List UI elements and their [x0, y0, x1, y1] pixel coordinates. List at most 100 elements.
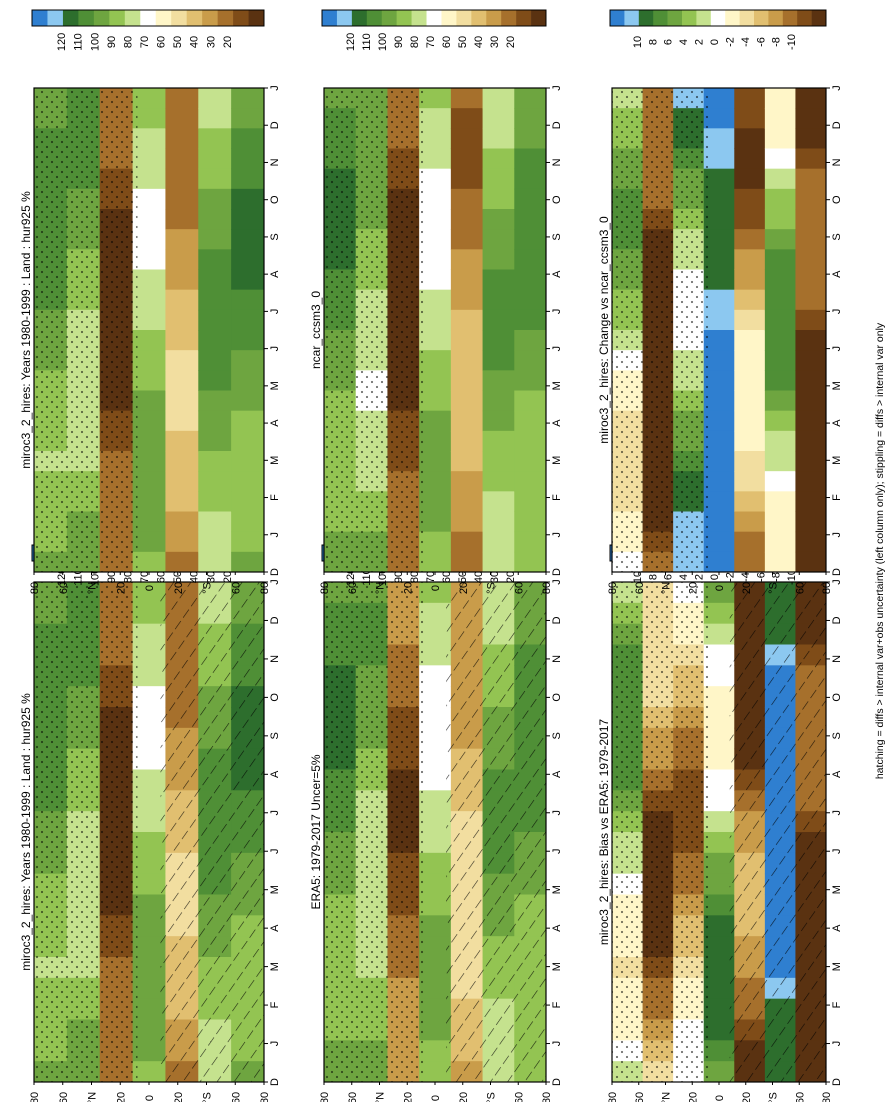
cell-5-5-6: [764, 209, 796, 230]
month-label-2-10: O: [551, 693, 563, 702]
cell-5-6-7: [795, 229, 827, 250]
colorbar-label-0-9: 30: [205, 571, 217, 583]
colorbar-label-4-8: -6: [755, 572, 767, 582]
cell-5-4-4: [734, 168, 766, 190]
colorbar-label-5-10: -10: [786, 34, 798, 50]
cell-3-3-9: [419, 269, 452, 291]
cell-1-6-8: [231, 249, 265, 270]
cell-5-6-14: [795, 370, 827, 391]
cell-5-4-18: [734, 451, 766, 472]
cell-3-4-5: [450, 188, 484, 210]
lat-label-3-3: 20: [402, 582, 414, 594]
cell-3-4-14: [450, 370, 484, 391]
lat-label-2-7: 60: [513, 1092, 525, 1102]
colorbar-label-5-2: 6: [663, 39, 675, 45]
cell-5-3-16: [703, 410, 735, 432]
cell-1-5-9: [198, 269, 232, 291]
month-label-5-10: O: [831, 195, 843, 204]
colorbar-swatch-5-11: [768, 10, 784, 26]
cell-3-4-12: [450, 330, 484, 351]
cell-1-3-5: [132, 188, 166, 210]
colorbar-label-1-1: 110: [73, 33, 85, 51]
stipple-3: [324, 88, 424, 572]
colorbar-swatch-3-1: [336, 10, 353, 26]
month-label-1-6: J: [269, 346, 281, 352]
cell-3-3-10: [419, 289, 452, 311]
cell-5-3-5: [703, 188, 735, 210]
cell-5-3-6: [703, 209, 735, 230]
month-label-3-3: M: [551, 456, 563, 465]
month-label-4-1: J: [831, 1041, 843, 1047]
cell-1-5-17: [198, 430, 232, 452]
lat-label-5-1: 60: [634, 582, 646, 594]
colorbar-label-5-1: 8: [647, 39, 659, 45]
month-label-4-10: O: [831, 693, 843, 702]
lat-label-3-8: 80: [541, 582, 553, 594]
panel-title-3: ncar_ccsm3_0: [309, 291, 323, 369]
hatch-2: [446, 582, 546, 1082]
cell-5-4-8: [734, 249, 766, 270]
month-label-1-1: J: [269, 532, 281, 538]
cell-3-5-9: [482, 269, 515, 291]
colorbar-label-1-6: 60: [156, 36, 168, 48]
cell-3-3-1: [419, 108, 452, 129]
cell-1-4-8: [165, 249, 199, 270]
stipple-1: [34, 88, 138, 572]
month-label-5-0: D: [831, 568, 843, 576]
cell-5-5-19: [764, 471, 796, 492]
cell-5-4-13: [734, 350, 766, 371]
lat-label-5-4: 0: [714, 585, 726, 591]
cell-5-6-23: [795, 551, 827, 573]
cell-1-4-18: [165, 451, 199, 472]
month-label-4-0: D: [831, 1078, 843, 1086]
cell-1-5-4: [198, 168, 232, 190]
month-label-1-4: A: [269, 419, 281, 427]
cell-5-4-11: [734, 309, 766, 331]
cell-3-4-11: [450, 309, 484, 331]
cell-1-5-19: [198, 471, 232, 492]
month-label-2-8: A: [551, 770, 563, 778]
cell-5-4-1: [734, 108, 766, 129]
month-label-5-8: A: [831, 270, 843, 278]
cell-5-3-10: [703, 289, 735, 311]
cell-0-3-20: [132, 998, 166, 1020]
cell-3-5-0: [482, 88, 515, 109]
cell-0-3-11: [132, 811, 166, 833]
cell-4-3-9: [703, 769, 735, 791]
cell-5-5-5: [764, 188, 796, 210]
cell-1-4-17: [165, 430, 199, 452]
cell-3-6-8: [514, 249, 547, 270]
cell-1-6-14: [231, 370, 265, 391]
lat-label-0-0: 80: [29, 1092, 41, 1102]
cell-5-4-6: [734, 209, 766, 230]
colorbar-label-5-7: -4: [740, 37, 752, 47]
month-label-2-1: J: [551, 1041, 563, 1047]
cell-5-6-4: [795, 168, 827, 190]
cell-3-4-3: [450, 148, 484, 170]
panel-title-2: ERA5: 1979-2017 Uncer=5%: [309, 754, 323, 909]
cell-5-5-9: [764, 269, 796, 291]
colorbar-swatch-1-11: [202, 10, 218, 26]
cell-3-6-5: [514, 188, 547, 210]
month-label-2-13: J: [551, 579, 563, 585]
cell-5-3-3: [703, 148, 735, 170]
cell-1-3-18: [132, 451, 166, 472]
cell-1-5-12: [198, 330, 232, 351]
colorbar-label-1-0: 120: [56, 33, 68, 51]
cell-2-3-6: [419, 707, 452, 729]
cell-2-3-15: [419, 894, 452, 916]
colorbar-label-0-4: 80: [122, 571, 134, 583]
cell-2-3-21: [419, 1019, 452, 1041]
cell-1-5-14: [198, 370, 232, 391]
cell-4-3-16: [703, 915, 735, 937]
cell-1-6-22: [231, 531, 265, 553]
cell-5-3-4: [703, 168, 735, 190]
cell-2-3-23: [419, 1061, 452, 1083]
cell-1-6-18: [231, 451, 265, 472]
cell-5-5-10: [764, 289, 796, 311]
cell-0-3-10: [132, 790, 166, 812]
cell-1-6-3: [231, 148, 265, 170]
cell-0-3-8: [132, 748, 166, 770]
cell-1-5-16: [198, 410, 232, 432]
cell-5-6-20: [795, 491, 827, 512]
